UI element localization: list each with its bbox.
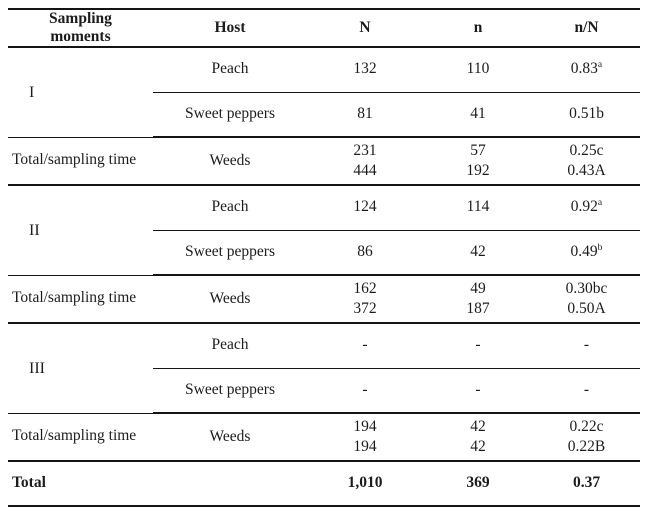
cell-N: 231 444: [307, 137, 423, 186]
cell-n: 41: [423, 92, 533, 138]
table-row-total-sampling-I: Total/sampling time Weeds 231 444 57 192…: [8, 137, 640, 186]
cell-n: 114: [423, 185, 533, 231]
cell-moment-total: Total: [12, 474, 46, 492]
cell-N: 132: [307, 47, 423, 93]
cell-moment-total-sampling: Total/sampling time: [8, 275, 153, 324]
cell-nN: 0.49b: [533, 230, 640, 276]
cell-host: Weeds: [153, 275, 307, 324]
cell-n: 49 187: [423, 275, 533, 324]
header-row: Sampling moments Host N n n/N: [8, 9, 640, 48]
table-row-I-sweet-peppers: Sweet peppers 81 41 0.51b: [8, 92, 640, 138]
cell-N: 124: [307, 185, 423, 231]
cell-host: Peach: [153, 47, 307, 93]
cell-n: -: [423, 323, 533, 369]
cell-N: 194 194: [307, 413, 423, 462]
cell-n: 369: [466, 474, 490, 492]
cell-nN: 0.30bc 0.50A: [533, 275, 640, 324]
cell-host: [153, 461, 307, 506]
table-row-total-sampling-II: Total/sampling time Weeds 162 372 49 187…: [8, 275, 640, 324]
column-header-nN: n/N: [533, 9, 640, 48]
cell-N: 162 372: [307, 275, 423, 324]
column-header-host: Host: [153, 9, 307, 48]
column-header-N: N: [307, 9, 423, 48]
cell-moment-II: II: [8, 185, 153, 276]
cell-nN: 0.25c 0.43A: [533, 137, 640, 186]
cell-moment-total-sampling: Total/sampling time: [8, 137, 153, 186]
cell-host: Weeds: [153, 137, 307, 186]
table-row-grand-total: Total 1,010 369 0.37: [8, 461, 640, 506]
column-header-sampling-moments: Sampling moments: [8, 9, 153, 48]
cell-n: 42 42: [423, 413, 533, 462]
cell-nN: 0.22c 0.22B: [533, 413, 640, 462]
cell-N: 81: [307, 92, 423, 138]
results-table: Sampling moments Host N n n/N I Peach 13…: [8, 8, 640, 507]
table-row-II-sweet-peppers: Sweet peppers 86 42 0.49b: [8, 230, 640, 276]
cell-host: Sweet peppers: [153, 368, 307, 414]
table-row-III-peach: III Peach - - -: [8, 323, 640, 414]
cell-n: 110: [423, 47, 533, 93]
cell-nN: 0.37: [572, 474, 601, 492]
cell-nN: -: [533, 368, 640, 414]
cell-host: Weeds: [153, 413, 307, 462]
cell-N: -: [307, 368, 423, 414]
significance-letter: a: [597, 197, 603, 209]
table-row-total-sampling-III: Total/sampling time Weeds 194 194 42 42 …: [8, 413, 640, 462]
cell-host: Peach: [153, 185, 307, 231]
cell-nN: 0.92a: [533, 185, 640, 231]
cell-nN: -: [533, 323, 640, 369]
table-row-II-peach: II Peach 124 114 0.92a: [8, 185, 640, 276]
cell-moment-III: III: [8, 323, 153, 414]
cell-host: Peach: [153, 323, 307, 369]
cell-n: 57 192: [423, 137, 533, 186]
cell-n: 42: [423, 230, 533, 276]
cell-n: -: [423, 368, 533, 414]
table-row-III-sweet-peppers: Sweet peppers - - -: [8, 368, 640, 414]
cell-host: Sweet peppers: [153, 92, 307, 138]
column-header-n: n: [423, 9, 533, 48]
significance-letter: a: [597, 59, 603, 71]
cell-nN: 0.83a: [533, 47, 640, 93]
cell-moment-I: I: [8, 47, 153, 138]
cell-host: Sweet peppers: [153, 230, 307, 276]
significance-letter: b: [597, 241, 603, 253]
cell-N: -: [307, 323, 423, 369]
cell-moment-total-sampling: Total/sampling time: [8, 413, 153, 462]
cell-N: 86: [307, 230, 423, 276]
cell-nN: 0.51b: [533, 92, 640, 138]
cell-N: 1,010: [347, 474, 383, 492]
table-row-I-peach: I Peach 132 110 0.83a: [8, 47, 640, 138]
